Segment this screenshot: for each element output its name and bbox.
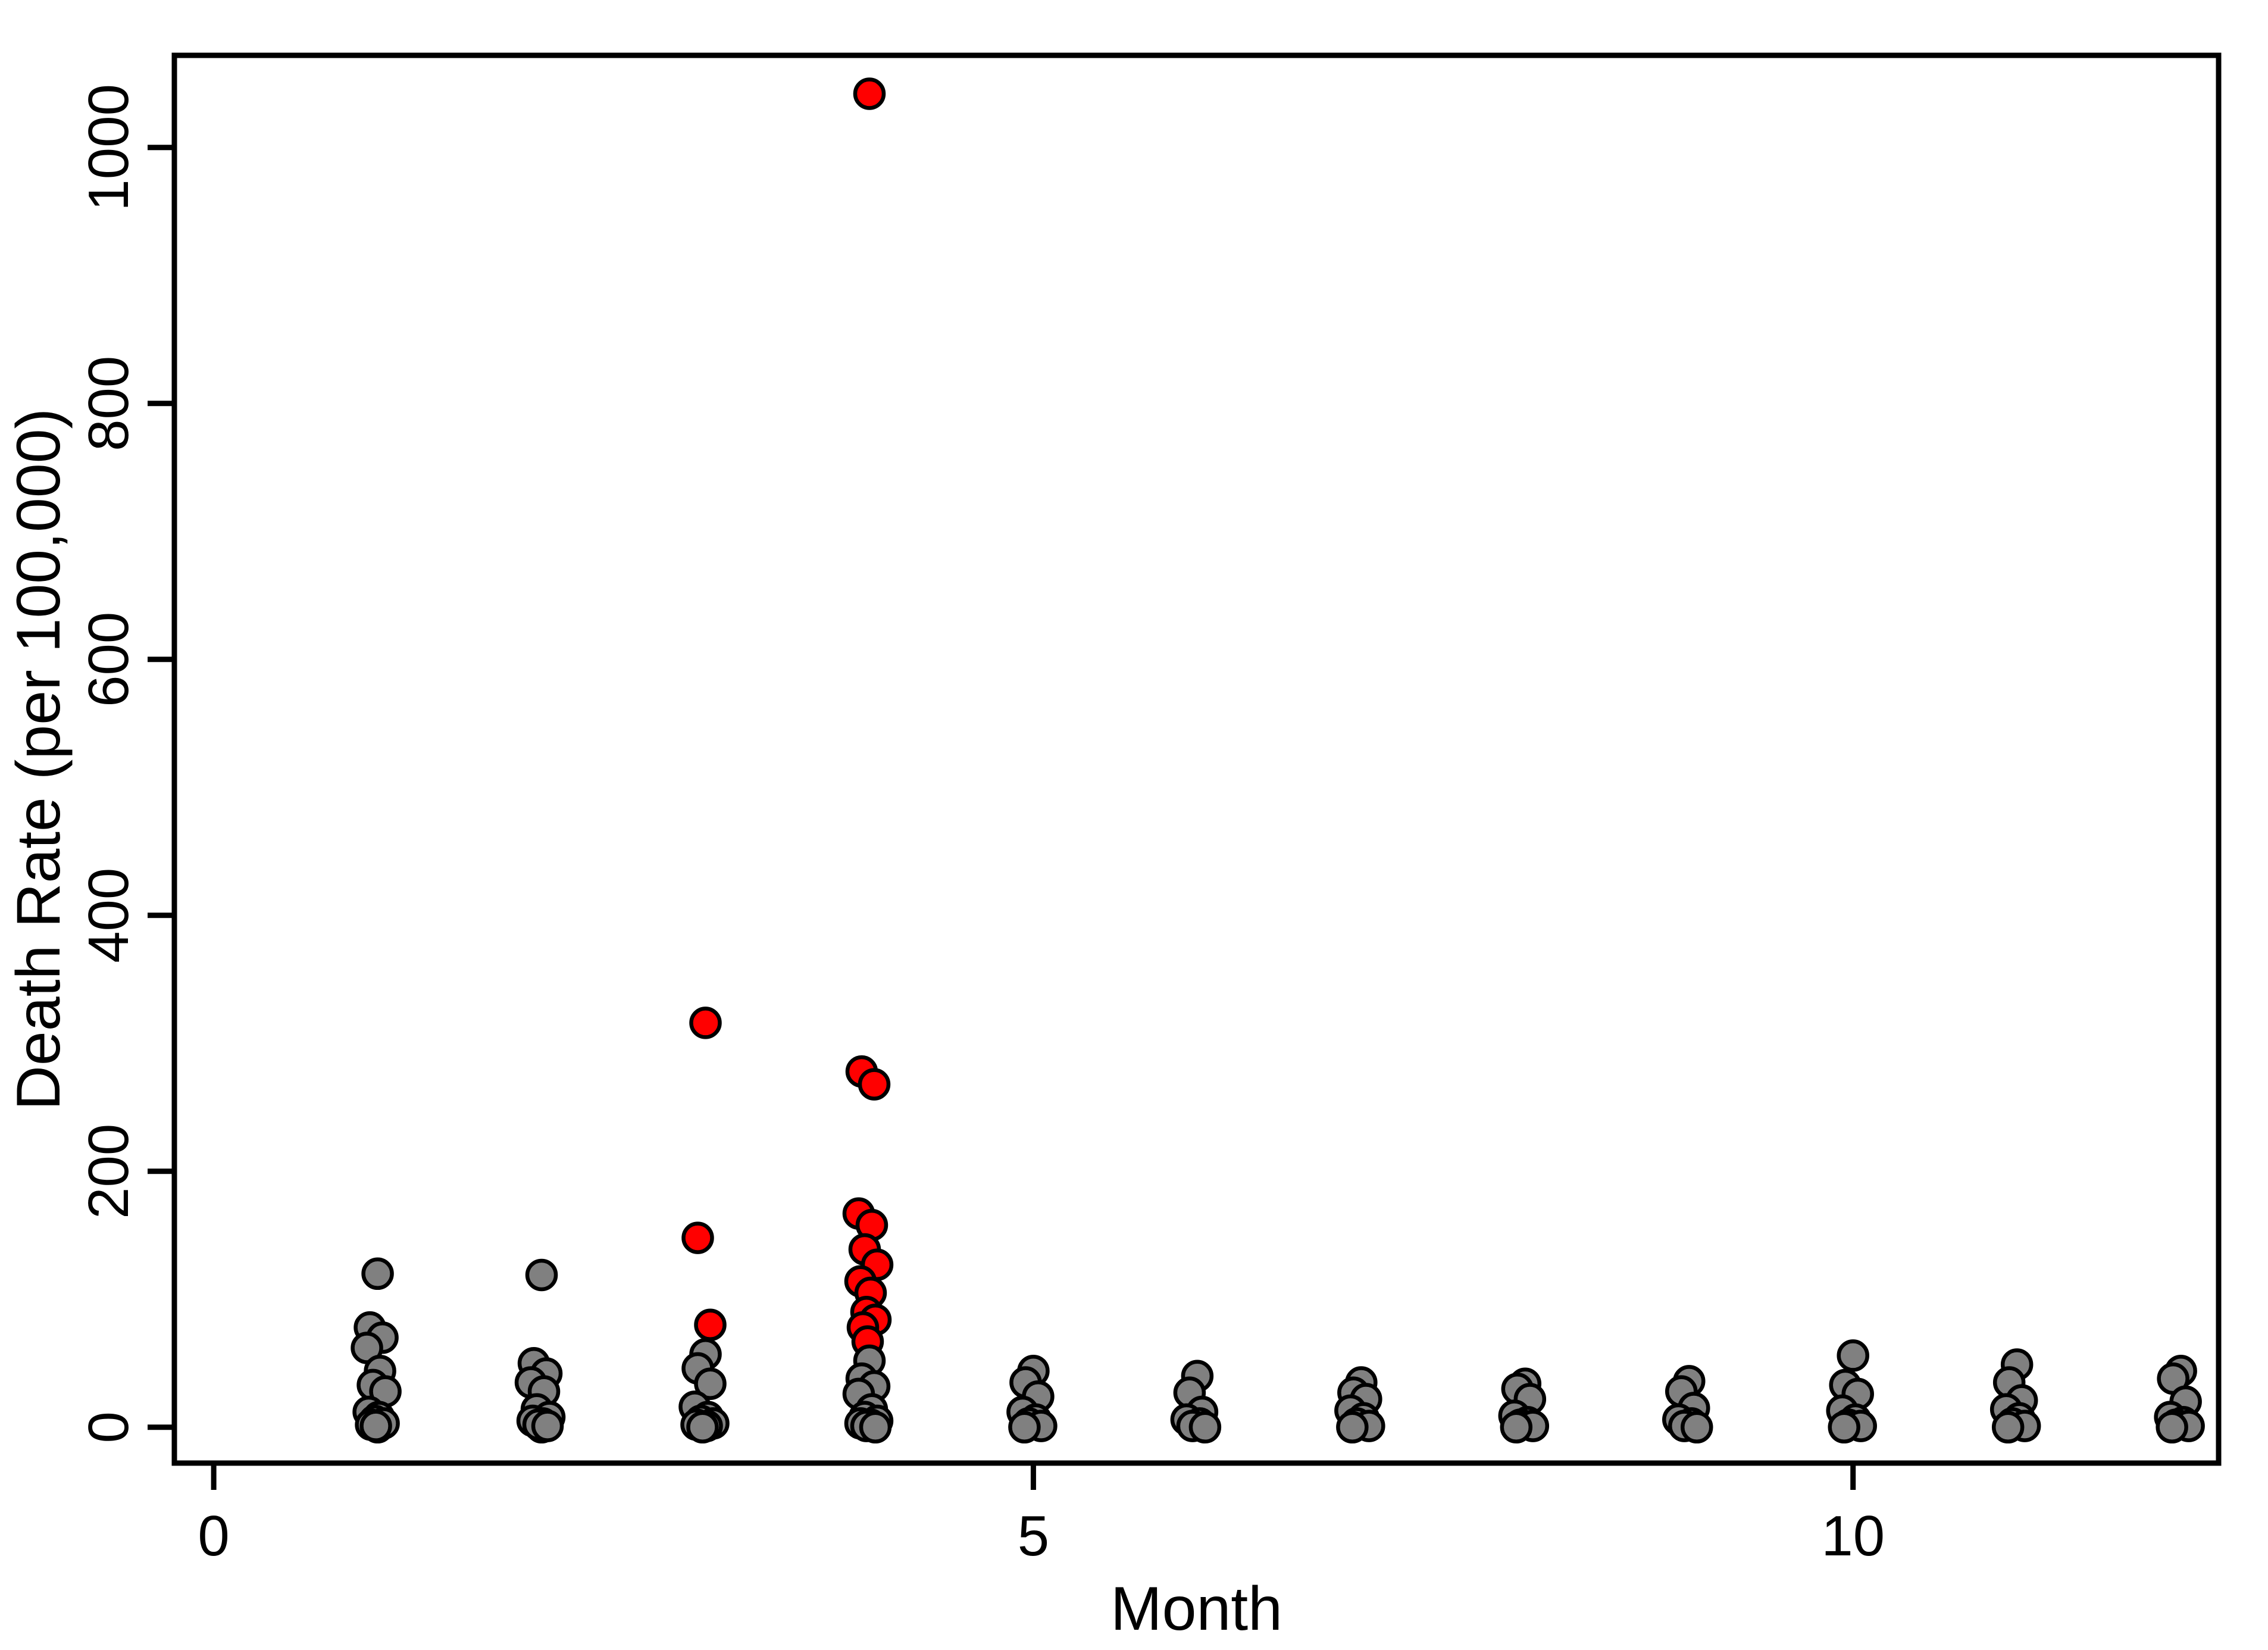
y-axis-tick-label: 0 <box>77 1411 140 1443</box>
x-axis-title: Month <box>1110 1574 1282 1643</box>
y-axis-tick-label: 600 <box>77 612 140 707</box>
baseline-points-group <box>351 1257 2205 1444</box>
data-point <box>1500 1411 1533 1444</box>
data-point <box>1837 1339 1869 1372</box>
x-axis-tick-label: 5 <box>1018 1504 1049 1568</box>
x-axis-tick-label: 10 <box>1821 1504 1885 1568</box>
data-point <box>1188 1411 1222 1444</box>
highlighted-data-point <box>689 1007 722 1039</box>
highlighted-data-point <box>858 1068 891 1101</box>
highlighted-points-group <box>361 77 894 1444</box>
highlighted-data-point <box>681 1221 714 1254</box>
x-axis-ticks-group: 0 5 10 <box>198 1463 1885 1568</box>
data-point <box>2156 1411 2188 1444</box>
x-axis-tick-label: 0 <box>198 1504 229 1568</box>
data-point <box>859 1411 892 1444</box>
data-point <box>1991 1411 2025 1444</box>
y-axis-tick-label: 400 <box>77 868 140 963</box>
data-point <box>1336 1411 1369 1444</box>
data-point <box>531 1410 564 1442</box>
y-axis-title: Death Rate (per 100,000) <box>4 408 73 1110</box>
data-point <box>1008 1411 1041 1444</box>
data-point <box>686 1411 719 1444</box>
data-point <box>525 1258 558 1292</box>
highlighted-data-point <box>853 77 886 110</box>
plot-area-border <box>171 52 2222 1466</box>
data-point <box>1828 1411 1860 1444</box>
y-axis-ticks-group: 0 200 400 600 800 1000 <box>77 84 174 1443</box>
data-point <box>694 1367 727 1400</box>
y-axis-tick-label: 800 <box>77 356 140 451</box>
data-point <box>359 1410 392 1442</box>
highlighted-data-point <box>694 1308 727 1342</box>
data-point <box>1681 1411 1713 1444</box>
y-axis-tick-label: 200 <box>77 1124 140 1219</box>
y-axis-tick-label: 1000 <box>77 84 140 211</box>
data-point <box>361 1257 394 1290</box>
